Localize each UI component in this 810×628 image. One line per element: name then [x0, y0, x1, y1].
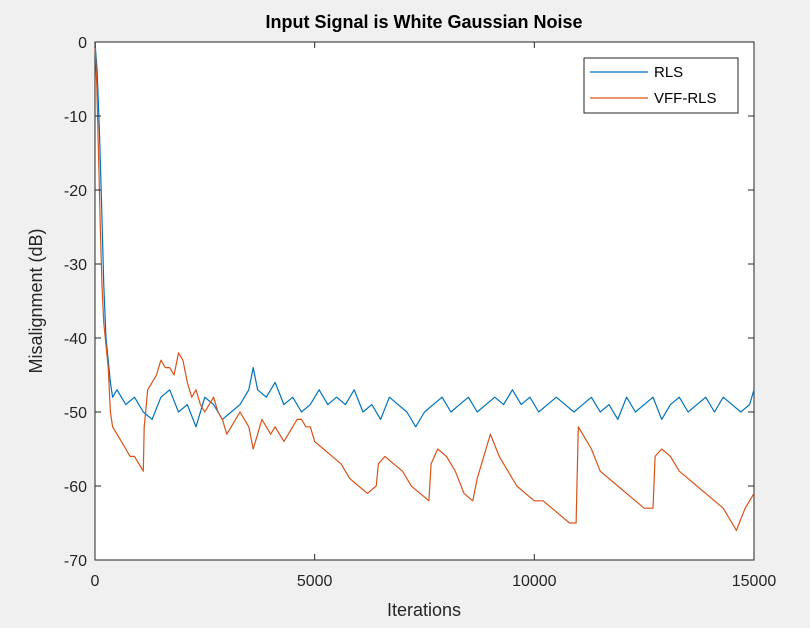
y-tick-label: -70 — [64, 553, 87, 570]
x-tick-label: 15000 — [732, 573, 777, 590]
y-axis-label: Misalignment (dB) — [26, 228, 46, 373]
series-layer — [94, 41, 755, 532]
legend: RLS VFF-RLS — [583, 57, 739, 114]
plot-area — [94, 41, 755, 561]
y-tick-label: -20 — [64, 183, 87, 200]
x-axis-label: Iterations — [387, 600, 461, 620]
chart-title: Input Signal is White Gaussian Noise — [265, 12, 582, 32]
y-tick-label: -40 — [64, 331, 87, 348]
ticks-layer: 0 5000 10000 15000 0 -10 -20 -30 -40 -50 -60 -70 — [64, 35, 776, 590]
series-line-rls — [94, 41, 755, 428]
y-tick-label: -30 — [64, 257, 87, 274]
x-tick-label: 5000 — [297, 573, 333, 590]
x-tick-label: 10000 — [512, 573, 557, 590]
y-tick-label: 0 — [78, 35, 87, 52]
y-tick-label: -50 — [64, 405, 87, 422]
y-tick-label: -60 — [64, 479, 87, 496]
legend-label-rls: RLS — [654, 64, 683, 81]
legend-box — [583, 57, 739, 114]
legend-label-vff-rls: VFF-RLS — [654, 90, 717, 107]
y-tick-label: -10 — [64, 109, 87, 126]
x-tick-label: 0 — [91, 573, 100, 590]
series-line-vff-rls — [94, 41, 755, 532]
